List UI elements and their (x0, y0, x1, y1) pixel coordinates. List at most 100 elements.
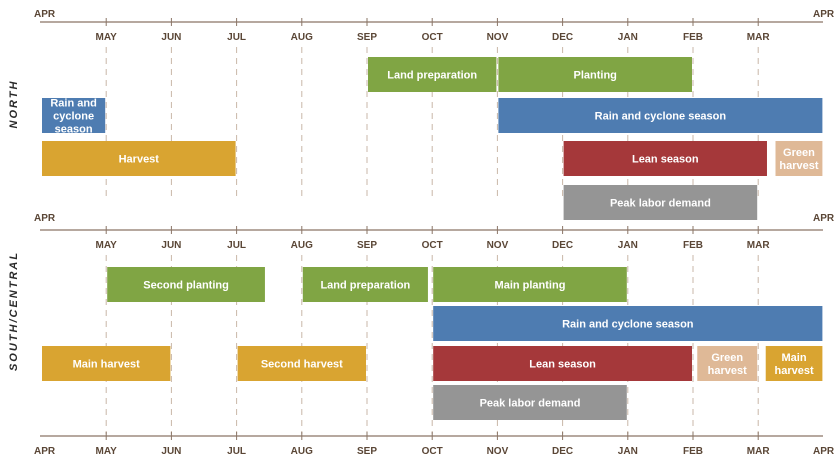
month-label-mar: MAR (747, 446, 771, 457)
activity-bar-label: Main (782, 352, 807, 364)
activity-bar-label: Rain and cyclone season (595, 111, 727, 123)
activity-bar: Peak labor demand (563, 185, 758, 220)
activity-bar-fill (563, 185, 758, 220)
month-label-jun: JUN (161, 446, 181, 457)
month-label-dec: DEC (552, 446, 573, 457)
month-label-mar: MAR (747, 240, 771, 251)
activity-bar-fill (368, 57, 497, 92)
activity-bar-label: harvest (779, 160, 818, 172)
activity-bar: Lean season (433, 346, 692, 381)
month-label-nov: NOV (487, 32, 509, 43)
activity-bar-label: Planting (574, 70, 617, 82)
activity-bar-fill (107, 267, 265, 302)
activity-bar-fill (42, 98, 106, 133)
month-label-jul: JUL (227, 32, 246, 43)
activity-bar-label: Green (783, 147, 815, 159)
activity-bar-label: Peak labor demand (480, 398, 581, 410)
south-apr-start-bottom: APR (34, 446, 56, 457)
north-apr-end-bottom: APR (813, 213, 835, 224)
month-label-sep: SEP (357, 32, 377, 43)
activity-bar: Harvest (42, 141, 236, 176)
activity-bar: Main planting (433, 267, 627, 302)
activity-bar: Main harvest (42, 346, 171, 381)
month-label-may: MAY (96, 446, 118, 457)
activity-bar: Land preparation (368, 57, 497, 92)
activity-bar: Second harvest (237, 346, 366, 381)
south-region: MAY JUN JUL AUG SEP OCT NOV DEC JAN FEB MAR Second … (8, 226, 835, 457)
activity-bar-fill (563, 141, 767, 176)
activity-bar-fill (42, 141, 236, 176)
month-label-oct: OCT (422, 32, 443, 43)
activity-bar-fill (433, 267, 627, 302)
activity-bar-label: Second planting (143, 280, 229, 292)
activity-bar-label: Land preparation (320, 280, 410, 292)
month-label-jan: JAN (618, 240, 638, 251)
activity-bar: Second planting (107, 267, 265, 302)
activity-bar-fill (775, 141, 823, 176)
month-label-nov: NOV (487, 446, 509, 457)
month-label-feb: FEB (683, 32, 703, 43)
activity-bar-fill (498, 98, 823, 133)
month-label-oct: OCT (422, 240, 443, 251)
activity-bar-label: Peak labor demand (610, 198, 711, 210)
activity-bar-label: harvest (774, 365, 813, 377)
month-label-sep: SEP (357, 240, 377, 251)
activity-bar-label: cyclone (53, 111, 94, 123)
activity-bar-label: Main planting (495, 280, 566, 292)
activity-bar-fill (697, 346, 758, 381)
activity-bar-label: Lean season (529, 359, 596, 371)
activity-bar-fill (765, 346, 823, 381)
month-label-nov: NOV (487, 240, 509, 251)
activity-bar-fill (433, 306, 823, 341)
activity-bar-label: Harvest (119, 154, 160, 166)
activity-bar-fill (302, 267, 428, 302)
month-label-feb: FEB (683, 446, 703, 457)
month-label-oct: OCT (422, 446, 443, 457)
north-region: APR APR MAY JUN JUL AUG SEP OCT NOV DEC JAN FEB MAR L… (8, 9, 835, 224)
month-label-may: MAY (96, 240, 118, 251)
month-label-dec: DEC (552, 32, 573, 43)
activity-bar-label: season (55, 124, 93, 136)
activity-bar: Planting (498, 57, 692, 92)
month-label-jun: JUN (161, 32, 181, 43)
month-label-mar: MAR (747, 32, 771, 43)
month-label-may: MAY (96, 32, 118, 43)
activity-bar-fill (237, 346, 366, 381)
activity-bar: Rain and cyclone season (433, 306, 823, 341)
activity-bar-label: Second harvest (261, 359, 343, 371)
activity-bar: Lean season (563, 141, 767, 176)
activity-bar-label: Main harvest (73, 359, 141, 371)
activity-bar-label: Lean season (632, 154, 699, 166)
activity-bar: Rain and cyclone season (498, 98, 823, 133)
activity-bar-fill (433, 346, 692, 381)
month-label-jul: JUL (227, 240, 246, 251)
activity-bar-label: Land preparation (387, 70, 477, 82)
activity-bar-label: Rain and cyclone season (562, 319, 694, 331)
month-label-aug: AUG (291, 32, 313, 43)
month-label-aug: AUG (291, 240, 313, 251)
south-region-label: SOUTH/CENTRAL (8, 251, 20, 371)
month-label-jan: JAN (618, 32, 638, 43)
activity-bar-fill (498, 57, 692, 92)
month-label-apr-start: APR (34, 9, 56, 20)
activity-bar: Peak labor demand (433, 385, 627, 420)
activity-bar-label: Green (711, 352, 743, 364)
activity-bar: Land preparation (302, 267, 428, 302)
south-apr-end-bottom: APR (813, 446, 835, 457)
month-label-sep: SEP (357, 446, 377, 457)
month-label-feb: FEB (683, 240, 703, 251)
month-label-apr-end: APR (813, 9, 835, 20)
month-label-aug: AUG (291, 446, 313, 457)
activity-bar-fill (42, 346, 171, 381)
month-label-jan: JAN (618, 446, 638, 457)
activity-bar-label: harvest (708, 365, 747, 377)
north-apr-start-bottom: APR (34, 213, 56, 224)
activity-bar-label: Rain and (50, 98, 96, 110)
activity-bar-fill (433, 385, 627, 420)
month-label-jul: JUL (227, 446, 246, 457)
